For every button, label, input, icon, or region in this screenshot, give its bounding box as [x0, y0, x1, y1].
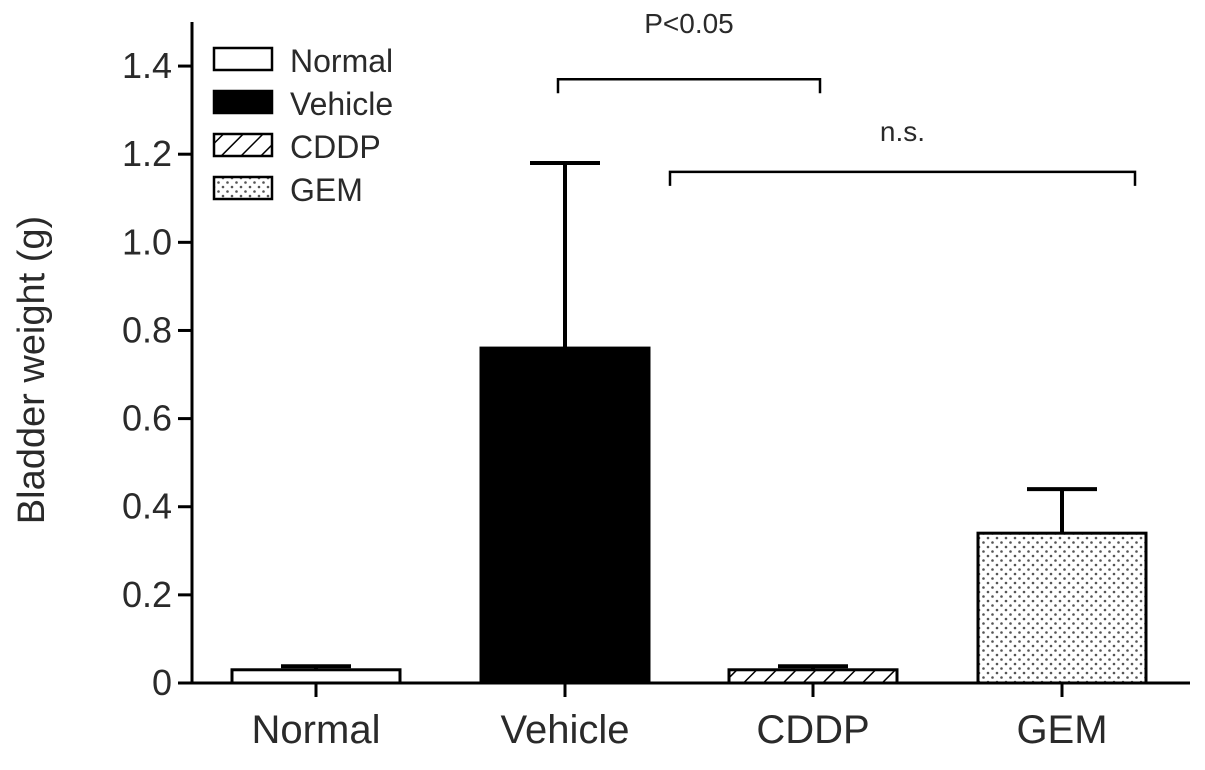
legend-label-vehicle: Vehicle — [290, 86, 393, 122]
bar-normal — [230, 668, 402, 685]
y-tick-label: 1.2 — [122, 133, 172, 174]
legend-swatch-cddp — [212, 132, 274, 158]
y-tick-label: 1.0 — [122, 221, 172, 262]
y-tick-label: 0 — [152, 662, 172, 703]
y-tick-label: 0.6 — [122, 398, 172, 439]
legend-swatch-normal — [212, 46, 274, 72]
bar-cddp — [727, 668, 899, 685]
legend-swatch-gem — [212, 175, 274, 201]
y-tick-label: 1.4 — [122, 45, 172, 86]
legend-label-normal: Normal — [290, 43, 393, 79]
y-tick-label: 0.4 — [122, 486, 172, 527]
legend-label-gem: GEM — [290, 172, 363, 208]
x-tick-label: Normal — [252, 708, 381, 752]
legend: Normal Vehicle CDDP GEM — [212, 43, 393, 208]
y-axis-title: Bladder weight (g) — [11, 216, 53, 524]
significance-label-2: n.s. — [880, 116, 925, 147]
axes-layer: 0 0.2 0.4 0.6 0.8 1.0 1.2 1.4 Normal Vehicle CDDP G… — [122, 22, 1190, 752]
y-tick-label: 0.2 — [122, 574, 172, 615]
bar-vehicle — [479, 346, 651, 685]
significance-bracket-1 — [556, 78, 822, 94]
x-tick-label: GEM — [1016, 708, 1107, 752]
bars-layer — [230, 346, 1148, 685]
error-bars-layer — [281, 161, 1097, 670]
y-tick-label: 0.8 — [122, 309, 172, 350]
significance-bracket-2 — [668, 170, 1137, 186]
legend-swatch-vehicle — [212, 89, 274, 115]
bar-gem — [976, 531, 1148, 685]
x-tick-label: Vehicle — [501, 708, 630, 752]
significance-label-1: P<0.05 — [644, 8, 734, 39]
x-tick-label: CDDP — [756, 708, 869, 752]
legend-label-cddp: CDDP — [290, 129, 381, 165]
annotations-layer: P<0.05 n.s. — [556, 8, 1137, 186]
